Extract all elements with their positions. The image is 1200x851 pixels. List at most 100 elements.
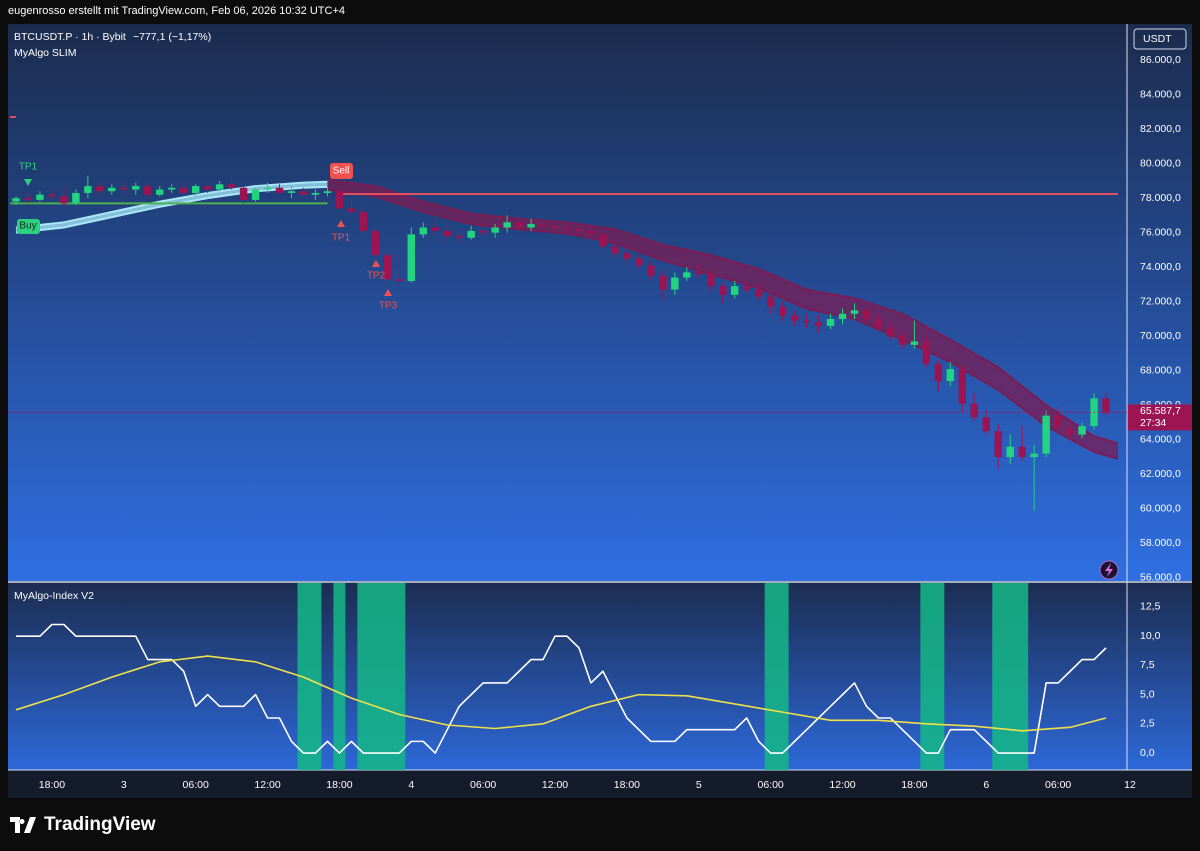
y-tick-label: 62.000,0 xyxy=(1140,468,1181,480)
candle-body xyxy=(754,289,763,297)
candle-body xyxy=(167,187,176,190)
candle-body xyxy=(503,222,511,228)
candle-body xyxy=(898,336,907,345)
lightning-icon xyxy=(1105,563,1113,577)
candle-body xyxy=(683,272,691,278)
y-tick-label: 78.000,0 xyxy=(1140,192,1181,204)
candle-body xyxy=(144,186,152,195)
signal-arrow xyxy=(384,289,392,296)
y-tick-label: 72.000,0 xyxy=(1140,296,1181,308)
signal-label: TP2 xyxy=(367,271,386,282)
candle-body xyxy=(1042,415,1050,454)
candle-body xyxy=(647,265,655,276)
candle-body xyxy=(227,184,236,188)
ribbon-upper xyxy=(327,179,1119,445)
x-tick-label: 5 xyxy=(696,779,702,791)
candle-body xyxy=(156,189,164,195)
candle-body xyxy=(742,286,751,290)
y-tick-label: 5,0 xyxy=(1140,688,1155,700)
candle-body xyxy=(311,192,320,195)
candle-body xyxy=(515,222,523,228)
x-tick-label: 12:00 xyxy=(829,779,855,791)
signal-box xyxy=(17,219,40,234)
candle-body xyxy=(108,187,116,192)
price-tag xyxy=(1128,404,1192,431)
candle-body xyxy=(934,363,943,382)
candle-body xyxy=(179,187,188,193)
candle-body xyxy=(659,275,667,290)
signal-zone xyxy=(297,583,322,770)
candle-body xyxy=(730,286,739,295)
y-tick-label: 84.000,0 xyxy=(1140,88,1181,100)
candle-body xyxy=(814,322,823,326)
brand-name: TradingView xyxy=(44,814,156,835)
y-tick-label: 82.000,0 xyxy=(1140,123,1181,135)
candle-body xyxy=(347,208,356,212)
x-tick-label: 06:00 xyxy=(758,779,784,791)
indicator-line xyxy=(15,623,1107,754)
candle-body xyxy=(1102,398,1110,413)
signal-zone xyxy=(992,583,1029,770)
candle-body xyxy=(922,341,931,364)
candle-body xyxy=(467,230,475,238)
candle-body xyxy=(24,198,32,200)
candle-body xyxy=(36,194,44,200)
x-tick-label: 12:00 xyxy=(542,779,568,791)
candle-body xyxy=(635,258,643,266)
change-label: −777,1 (−1,17%) xyxy=(133,31,211,43)
y-tick-label: 68.000,0 xyxy=(1140,365,1181,377)
indicator-title: MyAlgo-Index V2 xyxy=(14,590,94,602)
candle-body xyxy=(191,186,200,193)
y-tick-label: 12,5 xyxy=(1140,601,1161,613)
candle-body xyxy=(48,194,56,197)
candle-body xyxy=(874,318,883,328)
candle-body xyxy=(982,417,990,432)
y-tick-label: 76.000,0 xyxy=(1140,226,1181,238)
y-tick-label: 60.000,0 xyxy=(1140,503,1181,515)
candle-body xyxy=(994,431,1002,458)
candle-body xyxy=(1078,426,1086,435)
candle-body xyxy=(239,187,248,200)
candle-body xyxy=(359,211,368,231)
indicator-plot xyxy=(15,583,1107,770)
x-tick-label: 4 xyxy=(408,779,414,791)
candle-body xyxy=(707,274,715,287)
candle-body xyxy=(850,310,859,314)
candle-body xyxy=(132,186,140,190)
currency-button[interactable] xyxy=(1133,28,1187,50)
signal-arrow xyxy=(24,179,32,186)
candle-body xyxy=(323,191,332,193)
candle-body xyxy=(287,191,296,193)
candle-body xyxy=(551,225,559,228)
candle-body xyxy=(431,227,439,231)
candle-body xyxy=(910,341,919,345)
candle-body xyxy=(719,286,727,295)
candle-body xyxy=(575,229,583,231)
candle-body xyxy=(946,369,955,382)
y-tick-label: 7,5 xyxy=(1140,659,1155,671)
candle-body xyxy=(1054,415,1062,428)
x-tick-label: 6 xyxy=(983,779,989,791)
x-tick-label: 06:00 xyxy=(183,779,209,791)
candle-body xyxy=(695,272,703,275)
candle-body xyxy=(623,253,631,259)
currency-label[interactable]: USDT xyxy=(1143,33,1172,45)
signal-arrow xyxy=(337,220,345,227)
candle-body xyxy=(1066,427,1074,435)
candle-body xyxy=(527,224,535,228)
countdown: 27:34 xyxy=(1140,417,1166,429)
candle-body xyxy=(407,234,415,282)
candle-body xyxy=(275,187,284,193)
candle-body xyxy=(1018,446,1026,458)
x-tick-label: 3 xyxy=(121,779,127,791)
x-tick-label: 06:00 xyxy=(1045,779,1071,791)
signal-box xyxy=(330,163,353,179)
candle-body xyxy=(12,198,20,202)
brand-logo xyxy=(10,817,36,833)
y-tick-label: 80.000,0 xyxy=(1140,157,1181,169)
candle-body xyxy=(455,236,463,238)
y-tick-label: 64.000,0 xyxy=(1140,434,1181,446)
candle-body xyxy=(383,255,392,280)
